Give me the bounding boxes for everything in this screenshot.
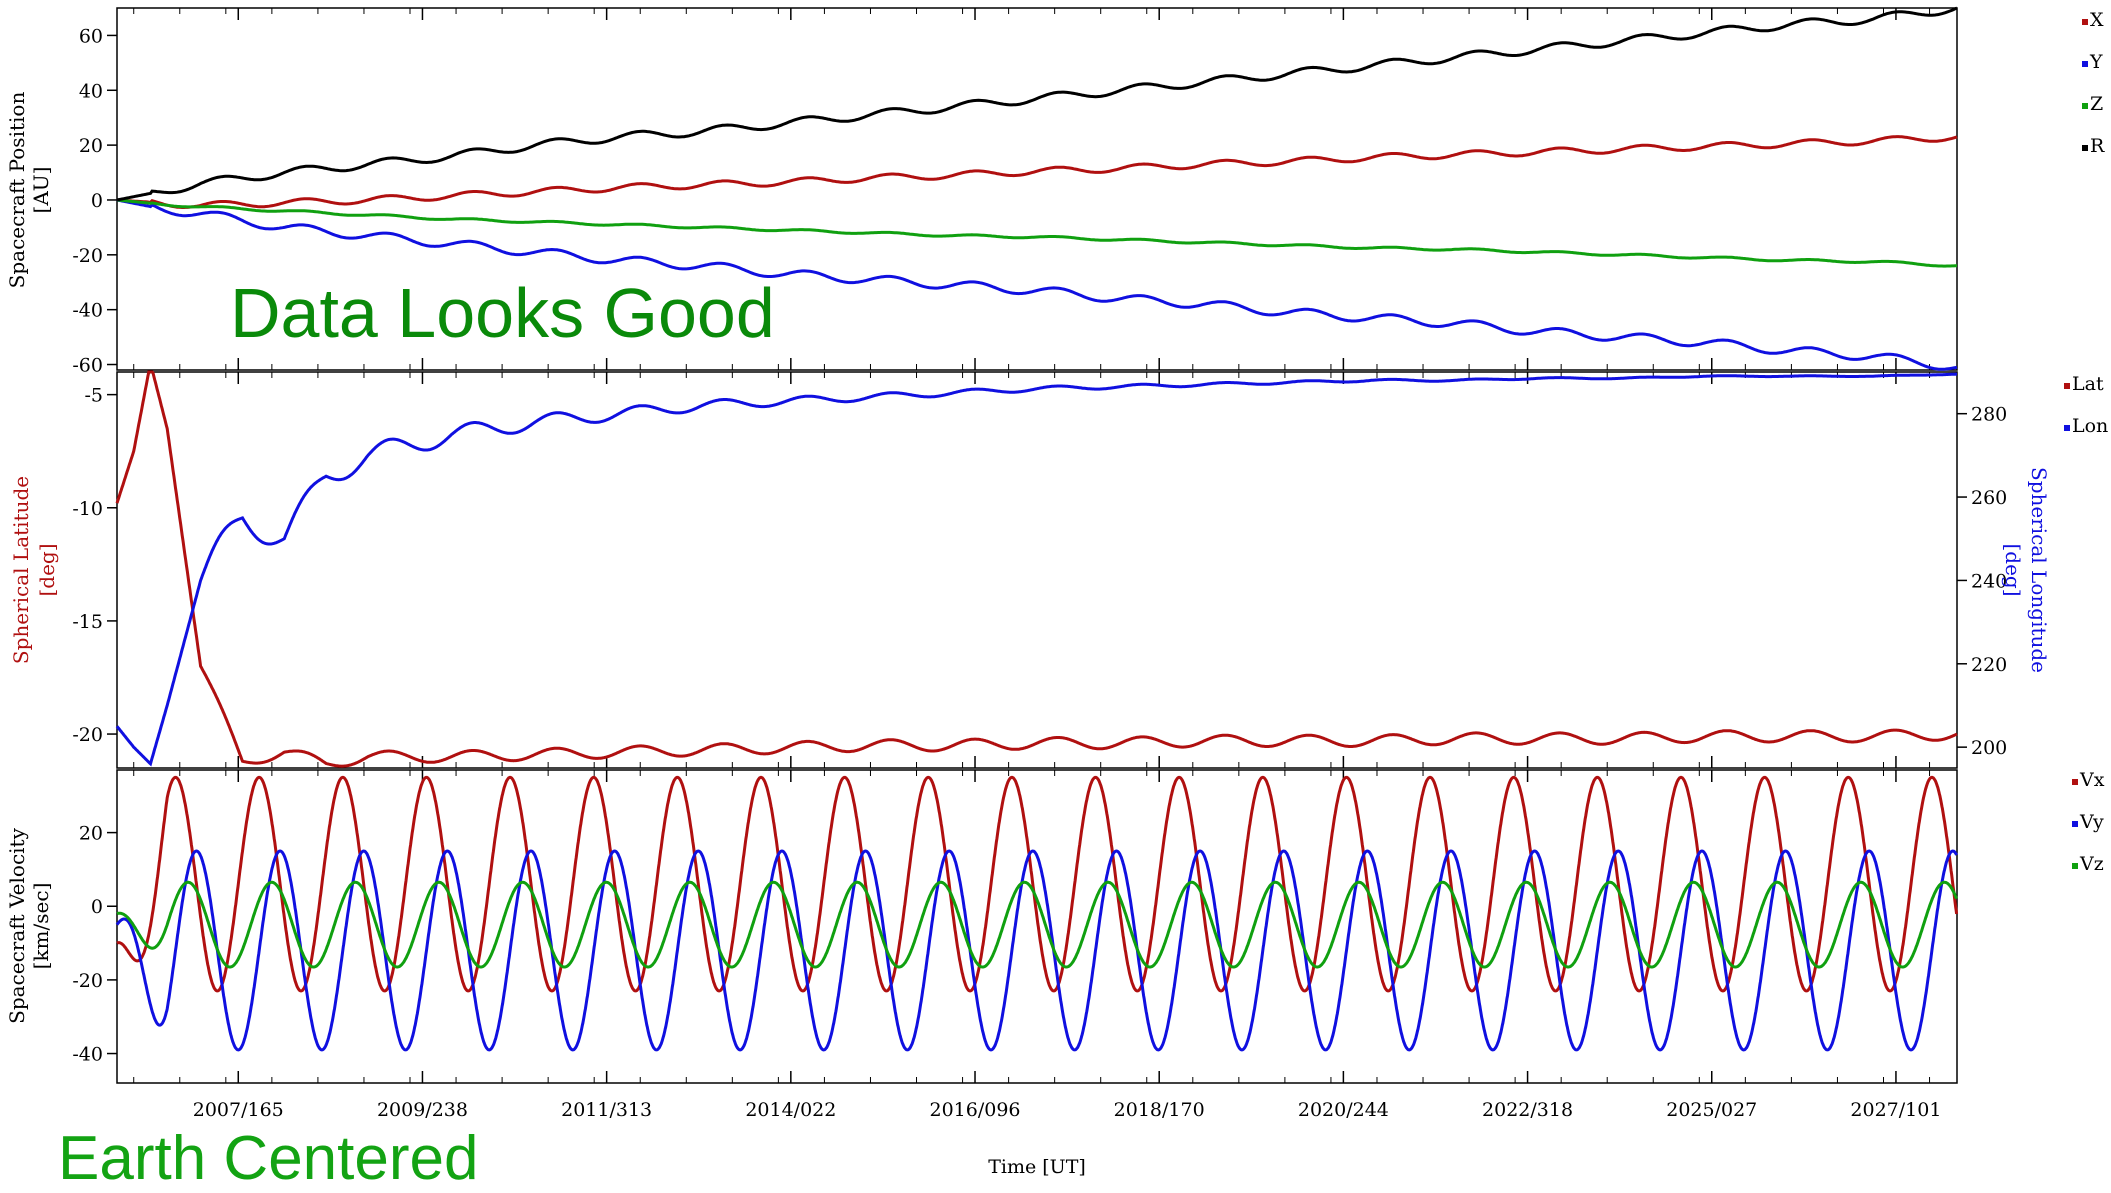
velocity-y-tick-label: -20: [72, 970, 103, 992]
x-tick-label: 2016/096: [930, 1099, 1021, 1121]
x-tick-label: 2011/313: [561, 1099, 652, 1121]
legend-label-vz: Vz: [2079, 853, 2104, 875]
x-tick-label: 2014/022: [745, 1099, 836, 1121]
x-tick-label: 2022/318: [1482, 1099, 1573, 1121]
series-line-lon: [115, 372, 1957, 767]
latlon-legend: Lat Lon: [2064, 373, 2108, 437]
latitude-y-tick-label: -5: [84, 385, 103, 407]
panel-velocity: -40 -20 0 20 2007/165 2009/238 2011/313 2014/0…: [5, 769, 2105, 1178]
panel-latlon-yticks-left: -20 -15 -10 -5: [72, 385, 117, 746]
x-tick-label: 2027/101: [1850, 1099, 1941, 1121]
x-tick-label: 2009/238: [377, 1099, 468, 1121]
panel-position-frame: [116, 7, 1958, 371]
longitude-y-tick-label: 200: [1971, 737, 2007, 759]
series-line-vx: [116, 775, 1959, 993]
series-line-y: [116, 198, 1958, 371]
legend-label-lat: Lat: [2072, 373, 2104, 395]
panel-latlon-xticks: [133, 372, 1931, 768]
velocity-y-tick-label: 20: [79, 823, 103, 845]
legend-swatch-vx: [2072, 779, 2078, 785]
velocity-y-tick-label: 0: [91, 896, 103, 918]
legend-swatch-x: [2082, 19, 2088, 25]
latitude-ylabel: Spherical Latitude: [9, 476, 33, 664]
legend-label-vx: Vx: [2079, 769, 2105, 791]
latitude-y-tick-label: -20: [72, 724, 103, 746]
position-y-tick-label: -60: [72, 355, 103, 377]
position-y-tick-label: -40: [72, 300, 103, 322]
series-line-vy: [115, 849, 1958, 1052]
position-y-tick-label: 60: [79, 25, 103, 47]
longitude-y-tick-label: 260: [1971, 487, 2007, 509]
position-y-tick-label: 40: [79, 80, 103, 102]
legend-label-y: Y: [2089, 51, 2103, 73]
x-tick-label: 2025/027: [1666, 1099, 1757, 1121]
panel-position: -60 -40 -20 0 20 40 60 Spacecraft Position [AU…: [5, 6, 2105, 377]
panel-position-yticks: -60 -40 -20 0 20 40 60: [72, 25, 117, 377]
latitude-ylabel-unit: [deg]: [35, 543, 59, 596]
velocity-ylabel-unit: [km/sec]: [29, 883, 53, 970]
panel-velocity-yticks: -40 -20 0 20: [72, 823, 117, 1066]
legend-swatch-z: [2082, 103, 2088, 109]
legend-swatch-vz: [2072, 863, 2078, 869]
legend-swatch-r: [2082, 145, 2088, 151]
legend-label-vy: Vy: [2079, 811, 2104, 833]
time-axis-label: Time [UT]: [988, 1156, 1086, 1178]
legend-swatch-y: [2082, 61, 2088, 67]
panel-latlon-lines: [115, 370, 1958, 768]
series-line-z: [116, 198, 1957, 268]
legend-swatch-lon: [2064, 425, 2070, 431]
velocity-ylabel: Spacecraft Velocity: [5, 827, 29, 1023]
legend-label-r: R: [2090, 135, 2105, 157]
velocity-legend: Vx Vy Vz: [2072, 769, 2105, 875]
series-line-lat: [115, 370, 1958, 768]
panel-velocity-frame: [116, 769, 1958, 1084]
panel-velocity-xticks: 2007/165 2009/238 2011/313 2014/022 2016/096…: [133, 770, 1941, 1121]
latitude-y-tick-label: -15: [72, 611, 103, 633]
longitude-ylabel: Spherical Longitude: [2027, 467, 2051, 673]
legend-swatch-lat: [2064, 383, 2070, 389]
position-y-tick-label: 20: [79, 135, 103, 157]
position-ylabel: Spacecraft Position: [5, 92, 29, 289]
legend-label-x: X: [2090, 9, 2104, 31]
panel-latlon: -20 -15 -10 -5 200 220 240 260 280 Spherical La…: [9, 370, 2108, 769]
position-y-tick-label: -20: [72, 245, 103, 267]
longitude-y-tick-label: 240: [1971, 570, 2007, 592]
velocity-y-tick-label: -40: [72, 1044, 103, 1066]
panel-velocity-lines: [115, 775, 1959, 1052]
legend-label-lon: Lon: [2072, 415, 2108, 437]
legend-swatch-vy: [2072, 821, 2078, 827]
series-line-x: [116, 135, 1958, 209]
frame-note: Earth Centered: [58, 1124, 479, 1193]
position-ylabel-unit: [AU]: [29, 167, 53, 214]
panel-position-xticks: [133, 8, 1931, 370]
latitude-y-tick-label: -10: [72, 498, 103, 520]
series-line-r: [116, 6, 1958, 202]
series-line-vz: [116, 880, 1958, 969]
x-tick-label: 2020/244: [1298, 1099, 1389, 1121]
longitude-y-tick-label: 280: [1971, 404, 2007, 426]
legend-label-z: Z: [2090, 93, 2103, 115]
longitude-ylabel-unit: [deg]: [2001, 543, 2025, 596]
status-note: Data Looks Good: [230, 274, 775, 352]
panel-position-lines: [116, 6, 1958, 371]
x-tick-label: 2018/170: [1114, 1099, 1205, 1121]
position-y-tick-label: 0: [91, 190, 103, 212]
longitude-y-tick-label: 220: [1971, 654, 2007, 676]
x-tick-label: 2007/165: [193, 1099, 284, 1121]
panel-latlon-yticks-right: 200 220 240 260 280: [1957, 404, 2007, 759]
panel-latlon-frame: [116, 371, 1958, 769]
